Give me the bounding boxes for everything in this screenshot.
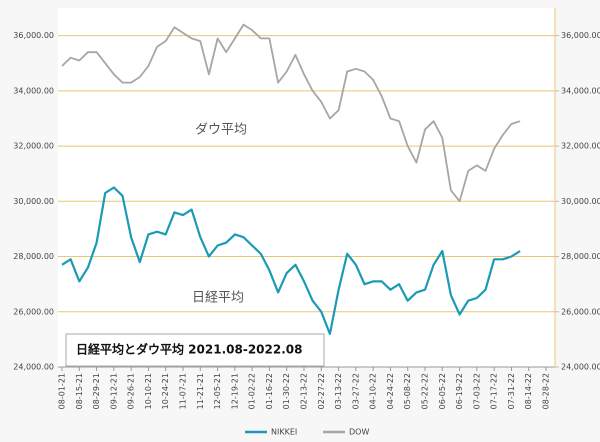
y2-tick-label: 34,000.00 xyxy=(561,86,600,95)
series-line xyxy=(61,23,521,203)
y-tick-label: 36,000.00 xyxy=(13,31,54,40)
x-tick-label: 02-27-22 xyxy=(317,373,326,409)
legend-label: DOW xyxy=(349,428,369,437)
x-tick-label: 01-02-22 xyxy=(248,373,257,409)
x-tick-label: 09-12-21 xyxy=(109,373,118,409)
y2-tick-label: 26,000.00 xyxy=(561,307,600,316)
annotation: 日経平均 xyxy=(192,291,244,306)
x-tick-label: 01-16-22 xyxy=(265,373,274,409)
x-tick-label: 08-29-21 xyxy=(92,373,101,409)
y2-tick-label: 24,000.00 xyxy=(561,363,600,372)
plot-area xyxy=(58,8,555,367)
x-tick-label: 03-27-22 xyxy=(351,373,360,409)
x-tick-label: 01-30-22 xyxy=(282,373,291,409)
x-tick-label: 06-19-22 xyxy=(455,373,464,409)
x-tick-label: 05-08-22 xyxy=(403,373,412,409)
x-tick-label: 07-31-22 xyxy=(507,373,516,409)
y2-tick-label: 32,000.00 xyxy=(561,142,600,151)
x-tick-label: 08-15-21 xyxy=(75,373,84,409)
y-tick-label: 32,000.00 xyxy=(13,142,54,151)
x-tick-label: 07-17-22 xyxy=(490,373,499,409)
x-tick-label: 04-10-22 xyxy=(369,373,378,409)
x-tick-label: 09-26-21 xyxy=(127,373,136,409)
x-tick-label: 08-28-22 xyxy=(542,373,551,409)
x-tick-label: 05-22-22 xyxy=(421,373,430,409)
x-tick-label: 06-05-22 xyxy=(438,373,447,409)
title-box xyxy=(65,333,325,367)
annotation: 日経平均とダウ平均 2021.08-2022.08 xyxy=(76,342,302,357)
x-tick-label: 10-24-21 xyxy=(161,373,170,409)
x-tick-label: 11-21-21 xyxy=(196,373,205,409)
y-tick-label: 28,000.00 xyxy=(13,252,54,261)
x-tick-label: 02-13-22 xyxy=(300,373,309,409)
y-tick-label: 30,000.00 xyxy=(13,197,54,206)
x-tick-label: 12-19-21 xyxy=(230,373,239,409)
x-tick-label: 11-07-21 xyxy=(179,373,188,409)
y-tick-label: 34,000.00 xyxy=(13,86,54,95)
x-tick-label: 07-03-22 xyxy=(472,373,481,409)
x-tick-label: 08-14-22 xyxy=(524,373,533,409)
x-tick-label: 03-13-22 xyxy=(334,373,343,409)
annotation: ダウ平均 xyxy=(195,123,247,138)
x-tick-label: 04-24-22 xyxy=(386,373,395,409)
y2-tick-label: 28,000.00 xyxy=(561,252,600,261)
lines xyxy=(61,23,521,335)
x-tick-label: 12-05-21 xyxy=(213,373,222,409)
y2-tick-label: 36,000.00 xyxy=(561,31,600,40)
x-tick-label: 08-01-21 xyxy=(58,373,67,409)
y-tick-label: 24,000.00 xyxy=(13,363,54,372)
x-tick-label: 10-10-21 xyxy=(144,373,153,409)
y2-tick-label: 30,000.00 xyxy=(561,197,600,206)
y-tick-label: 26,000.00 xyxy=(13,307,54,316)
series-line xyxy=(61,186,521,335)
legend-label: NIKKEI xyxy=(271,428,297,437)
